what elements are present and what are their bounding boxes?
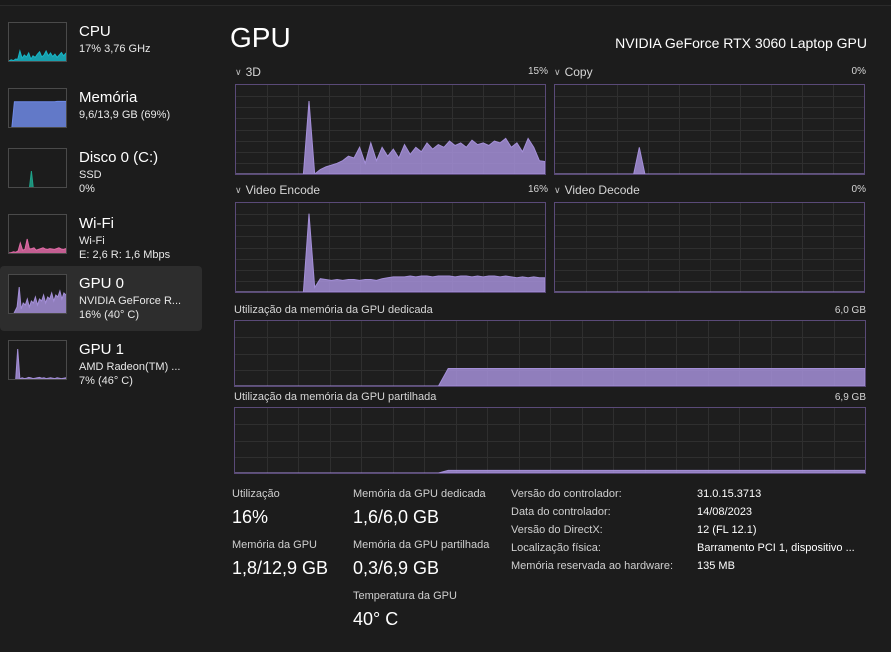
engine-encode-series <box>236 213 545 292</box>
sidebar-item-title: GPU 0 <box>79 275 125 292</box>
gpu1-graph-icon <box>8 340 67 380</box>
cpu-graph-icon <box>8 22 67 62</box>
sidebar-item-detail: Wi-Fi <box>79 235 105 247</box>
engine-3d-series <box>236 100 545 174</box>
info-value: 14/08/2023 <box>697 506 753 518</box>
info-value: 12 (FL 12.1) <box>697 524 757 536</box>
engine-label: 3D <box>245 65 261 79</box>
engine-decode-selector[interactable]: ∨ Video Decode <box>554 183 640 197</box>
sidebar-item-memory[interactable]: Memória 9,6/13,9 GB (69%) <box>0 80 202 145</box>
sidebar-item-title: CPU <box>79 23 111 40</box>
shared-memory-graph <box>234 407 866 474</box>
temperature-value: 40° C <box>353 609 399 629</box>
engine-label: Video Decode <box>564 183 640 197</box>
shared-memory-series <box>235 469 865 473</box>
sidebar-item-detail: SSD <box>79 169 102 181</box>
engine-encode-selector[interactable]: ∨ Video Encode <box>235 183 320 197</box>
disk-series <box>29 170 34 187</box>
memory-graph-icon <box>8 88 67 128</box>
engine-label: Copy <box>564 65 593 79</box>
info-key: Versão do DirectX: <box>511 524 603 536</box>
sidebar-item-title: Wi-Fi <box>79 215 114 232</box>
sidebar-item-usage: 7% (46° C) <box>79 375 133 387</box>
sidebar: CPU 17% 3,76 GHz Memória 9,6/13,9 GB (69… <box>0 6 214 652</box>
wifi-series <box>9 238 66 253</box>
sidebar-item-detail: 17% 3,76 GHz <box>79 43 151 55</box>
sidebar-item-disk[interactable]: Disco 0 (C:) SSD 0% <box>0 140 202 205</box>
dedicated-memory-label: Utilização da memória da GPU dedicada <box>234 304 433 316</box>
sidebar-item-usage: E: 2,6 R: 1,6 Mbps <box>79 249 171 261</box>
disk-graph-icon <box>8 148 67 188</box>
engine-copy-graph <box>554 84 865 175</box>
sidebar-item-title: Disco 0 (C:) <box>79 149 159 166</box>
sidebar-item-detail: AMD Radeon(TM) ... <box>79 361 181 373</box>
dedicated-memory-graph <box>234 320 866 387</box>
engine-value: 0% <box>851 184 866 195</box>
shared-memory-label: Utilização da memória da GPU partilhada <box>234 391 437 403</box>
sidebar-item-detail: 9,6/13,9 GB (69%) <box>79 109 171 121</box>
chevron-down-icon: ∨ <box>235 67 242 77</box>
gpu1-series <box>15 348 66 379</box>
gpu0-series <box>13 286 66 313</box>
engine-label: Video Encode <box>245 183 321 197</box>
cpu-series <box>9 49 66 61</box>
sidebar-item-detail: NVIDIA GeForce R... <box>79 295 182 307</box>
engine-encode-graph <box>235 202 546 293</box>
page-title: GPU <box>230 22 291 53</box>
sidebar-item-cpu[interactable]: CPU 17% 3,76 GHz <box>0 14 202 79</box>
engine-3d-selector[interactable]: ∨ 3D <box>235 65 261 79</box>
chevron-down-icon: ∨ <box>235 185 242 195</box>
chevron-down-icon: ∨ <box>554 67 561 77</box>
dedicated-memory-stat-label: Memória da GPU dedicada <box>353 488 486 500</box>
sidebar-item-title: Memória <box>79 89 138 106</box>
info-value: Barramento PCI 1, dispositivo ... <box>697 542 855 554</box>
info-value: 31.0.15.3713 <box>697 488 762 500</box>
shared-memory-max: 6,9 GB <box>834 392 866 403</box>
sidebar-item-gpu1[interactable]: GPU 1 AMD Radeon(TM) ... 7% (46° C) <box>0 332 202 397</box>
info-key: Memória reservada ao hardware: <box>511 560 674 572</box>
info-key: Localização física: <box>511 542 601 554</box>
dedicated-memory-series <box>235 368 865 386</box>
wifi-graph-icon <box>8 214 67 254</box>
dedicated-memory-max: 6,0 GB <box>834 305 866 316</box>
engine-copy-selector[interactable]: ∨ Copy <box>554 65 593 79</box>
engine-value: 15% <box>527 66 548 77</box>
sidebar-item-wifi[interactable]: Wi-Fi Wi-Fi E: 2,6 R: 1,6 Mbps <box>0 206 202 271</box>
sidebar-item-usage: 0% <box>79 183 95 195</box>
memory-series <box>11 100 66 127</box>
device-name: NVIDIA GeForce RTX 3060 Laptop GPU <box>615 35 867 51</box>
sidebar-item-usage: 16% (40° C) <box>79 309 140 321</box>
dedicated-memory-stat-value: 1,6/6,0 GB <box>353 507 440 527</box>
gpu0-graph-icon <box>8 274 67 314</box>
sidebar-item-gpu0[interactable]: GPU 0 NVIDIA GeForce R... 16% (40° C) <box>0 266 202 331</box>
utilization-value: 16% <box>232 507 269 527</box>
engine-value: 16% <box>527 184 548 195</box>
engine-copy-series <box>555 147 864 174</box>
utilization-label: Utilização <box>232 488 280 500</box>
temperature-label: Temperatura da GPU <box>353 590 457 602</box>
gpu-memory-value: 1,8/12,9 GB <box>232 558 329 578</box>
info-value: 135 MB <box>697 560 735 572</box>
sidebar-item-title: GPU 1 <box>79 341 125 358</box>
shared-memory-stat-label: Memória da GPU partilhada <box>353 539 490 551</box>
info-key: Data do controlador: <box>511 506 611 518</box>
shared-memory-stat-value: 0,3/6,9 GB <box>353 558 440 578</box>
gpu-memory-label: Memória da GPU <box>232 539 317 551</box>
engine-3d-graph <box>235 84 546 175</box>
info-key: Versão do controlador: <box>511 488 622 500</box>
chevron-down-icon: ∨ <box>554 185 561 195</box>
title-bar-edge <box>0 0 891 6</box>
engine-value: 0% <box>851 66 866 77</box>
engine-decode-graph <box>554 202 865 293</box>
